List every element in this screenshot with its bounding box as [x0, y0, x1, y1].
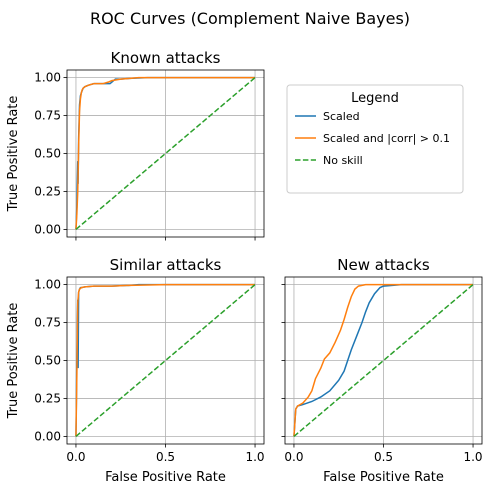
panel-title: Similar attacks: [110, 256, 222, 274]
legend-title: Legend: [351, 91, 399, 106]
x-tick-label: 0.0: [66, 450, 85, 464]
y-axis-label: True Positive Rate: [6, 303, 21, 420]
x-tick-label: 1.0: [463, 450, 482, 464]
y-tick-label: 0.25: [34, 184, 61, 198]
panel-title: Known attacks: [111, 49, 221, 67]
legend: Legend Scaled Scaled and |corr| > 0.1 No sk…: [286, 84, 464, 194]
y-tick-label: 1.00: [34, 71, 61, 85]
x-axis-label: False Positive Rate: [323, 470, 444, 485]
roc-panel-2: 0.0 0.5 1.0 0.00 0.25 0.50 0.75 1.00 Similar att…: [6, 256, 265, 485]
roc-panel-3: 0.0 0.5 1.0 New attacks False Positive Rate: [281, 256, 483, 485]
y-tick-label: 0.25: [34, 391, 61, 405]
legend-frame: [286, 84, 464, 194]
roc-panels: 0.00 0.25 0.50 0.75 1.00 Known attacks True Po…: [6, 49, 483, 485]
y-tick-label: 0.00: [34, 222, 61, 236]
y-tick-label: 0.00: [34, 429, 61, 443]
series-line-scaled-and-corr-0-1: [75, 76, 256, 230]
y-tick-label: 0.50: [34, 354, 61, 368]
x-tick-label: 1.0: [245, 450, 264, 464]
x-tick-label: 0.5: [156, 450, 175, 464]
y-tick-label: 0.50: [34, 147, 61, 161]
x-axis-label: False Positive Rate: [105, 470, 226, 485]
roc-panel-1: 0.00 0.25 0.50 0.75 1.00 Known attacks True Po…: [6, 49, 265, 241]
y-tick-label: 1.00: [34, 278, 61, 292]
x-tick-label: 0.0: [284, 450, 303, 464]
series-line-scaled-and-corr-0-1: [75, 283, 256, 437]
legend-entry-label: Scaled: [323, 110, 360, 123]
series-line-scaled: [293, 283, 474, 437]
series-line-scaled-and-corr-0-1: [293, 283, 474, 437]
legend-entry-label: No skill: [323, 154, 363, 167]
y-tick-label: 0.75: [34, 316, 61, 330]
x-tick-label: 0.5: [374, 450, 393, 464]
y-axis-label: True Positive Rate: [6, 96, 21, 213]
panel-title: New attacks: [337, 256, 430, 274]
y-tick-label: 0.75: [34, 109, 61, 123]
legend-entry-label: Scaled and |corr| > 0.1: [323, 132, 450, 145]
figure-title: ROC Curves (Complement Naive Bayes): [90, 9, 410, 28]
